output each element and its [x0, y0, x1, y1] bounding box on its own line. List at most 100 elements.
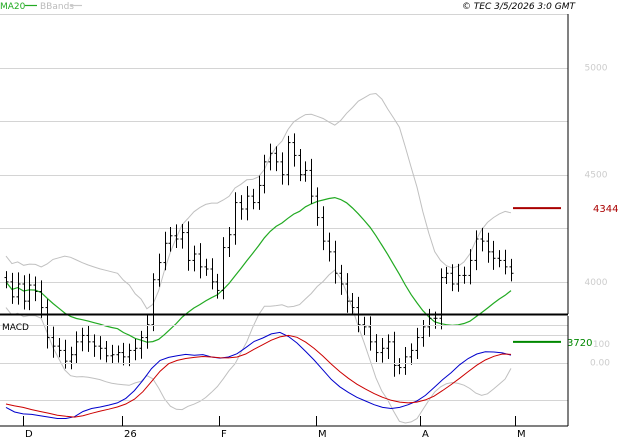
ohlc-bar — [4, 271, 9, 289]
ohlc-bar — [63, 339, 68, 369]
ohlc-bar — [333, 240, 338, 284]
ohlc-bar — [456, 263, 461, 292]
ohlc-bar — [151, 273, 156, 332]
ohlc-bar — [486, 232, 491, 263]
x-tick-label: M — [517, 429, 526, 440]
ohlc-bar — [315, 187, 320, 226]
ohlc-bar — [474, 230, 479, 271]
ohlc-bar — [245, 186, 250, 221]
ohlc-bar — [368, 316, 373, 351]
ohlc-bar — [274, 146, 279, 172]
ohlc-bar — [104, 341, 109, 363]
ohlc-bar — [468, 249, 473, 285]
ohlc-bar — [22, 275, 27, 310]
ohlc-bar — [280, 152, 285, 185]
ohlc-bar — [168, 227, 173, 252]
x-axis: D 26 F M A M — [0, 416, 568, 440]
ohlc-bar — [186, 221, 191, 271]
ohlc-bar — [497, 250, 502, 268]
ohlc-bar — [180, 224, 185, 249]
ohlc-bar — [392, 331, 397, 377]
ohlc-bar — [27, 273, 32, 311]
macd-axis-labels: 0.00 100 — [590, 340, 610, 369]
ohlc-bar — [221, 237, 226, 300]
x-tick-label: 26 — [124, 429, 137, 440]
price-y-tick-label: 4500 — [585, 171, 608, 181]
macd-lines — [5, 331, 512, 419]
ohlc-bar — [80, 327, 85, 352]
ohlc-bar — [215, 273, 220, 299]
ohlc-bar — [444, 266, 449, 284]
price-y-tick-label: 4000 — [585, 278, 608, 288]
ohlc-bar — [321, 206, 326, 251]
price-panel-frame — [0, 14, 568, 314]
ohlc-bar — [380, 338, 385, 363]
ohlc-bar — [139, 330, 144, 359]
ohlc-bar — [503, 249, 508, 275]
ohlc-bar — [192, 245, 197, 272]
ohlc-bar — [409, 343, 414, 365]
signal-line — [5, 334, 512, 418]
ohlc-bar — [174, 224, 179, 248]
ohlc-bar — [339, 264, 344, 295]
legend: MA20 BBands © TEC 3/5/2026 3:0 GMT — [0, 2, 576, 12]
ohlc-bar — [86, 325, 91, 352]
upper-band-line — [5, 92, 512, 310]
ohlc-bar — [16, 272, 21, 305]
ohlc-bar — [163, 231, 168, 271]
bbands-legend-label: BBands — [40, 2, 74, 12]
ohlc-bar — [309, 158, 314, 204]
ohlc-bar — [116, 345, 121, 363]
ohlc-bar — [133, 338, 138, 361]
ohlc-bar — [374, 334, 379, 362]
macd-y-tick-label: 0.00 — [590, 359, 610, 369]
x-tick-label: A — [422, 429, 429, 440]
ohlc-bar — [198, 243, 203, 279]
macd-line — [5, 331, 512, 419]
price-gridlines — [0, 14, 568, 336]
ohlc-bar — [10, 272, 15, 304]
ohlc-bar — [210, 258, 215, 290]
ohlc-bar — [251, 188, 256, 210]
macd-title: MACD — [2, 323, 29, 333]
price-level-label: 4344 — [593, 204, 618, 215]
ohlc-bar — [239, 195, 244, 220]
price-bars — [4, 133, 514, 377]
ohlc-bar — [69, 346, 74, 370]
ohlc-bar — [204, 258, 209, 276]
ohlc-bar — [480, 227, 485, 252]
x-tick-label: F — [221, 429, 227, 440]
price-levels: 4344 3720 — [513, 204, 618, 349]
macd-y-tick-label: 100 — [593, 340, 610, 350]
macd-panel: MACD 0.00 100 — [0, 316, 610, 426]
ohlc-bar — [450, 264, 455, 292]
ohlc-bar — [45, 299, 50, 349]
x-tick-label: M — [318, 429, 327, 440]
ohlc-bar — [39, 280, 44, 318]
ohlc-bar — [57, 338, 62, 358]
ohlc-bar — [350, 293, 355, 315]
ohlc-bar — [509, 258, 514, 282]
ohlc-bar — [74, 331, 79, 364]
ohlc-bar — [462, 266, 467, 284]
ohlc-bar — [33, 276, 38, 302]
ohlc-bar — [286, 135, 291, 186]
ohlc-bar — [157, 253, 162, 287]
ohlc-bar — [145, 315, 150, 349]
ohlc-bar — [491, 240, 496, 270]
copyright-text: © TEC 3/5/2026 3:0 GMT — [462, 2, 577, 12]
ohlc-bar — [257, 175, 262, 210]
ohlc-bar — [303, 161, 308, 182]
ohlc-bar — [121, 342, 126, 366]
ohlc-bar — [397, 358, 402, 375]
x-tick-label: D — [25, 429, 33, 440]
ohlc-bar — [127, 343, 132, 367]
ma-legend-label: MA20 — [0, 2, 26, 12]
ohlc-bar — [345, 273, 350, 313]
ohlc-bar — [298, 149, 303, 182]
x-axis-ticks: D 26 F M A M — [23, 416, 526, 440]
ohlc-bar — [268, 143, 273, 171]
macd-gridlines — [0, 325, 568, 401]
price-axis-labels: 4000 4500 5000 — [585, 64, 608, 288]
